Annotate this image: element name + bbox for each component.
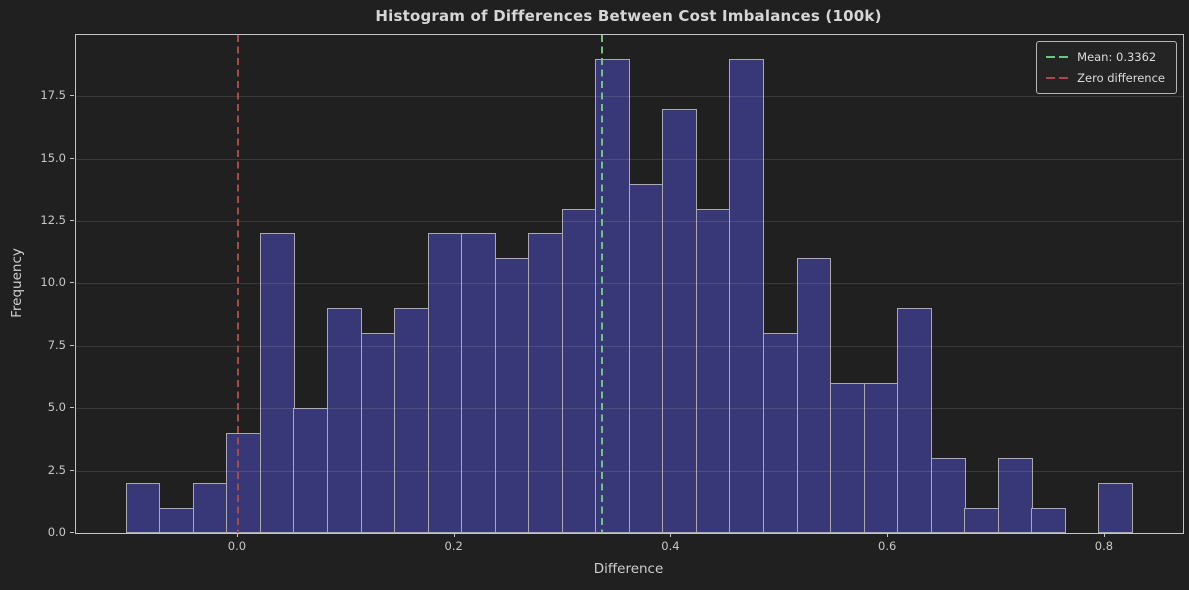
y-tick-label: 15.0 (40, 150, 66, 165)
histogram-bar (125, 483, 161, 533)
y-tick-mark (70, 219, 74, 221)
histogram-bar (695, 208, 731, 533)
y-tick-mark (70, 157, 74, 159)
x-tick-label: 0.2 (444, 539, 463, 553)
histogram-bar (561, 208, 597, 533)
histogram-bar (729, 58, 765, 533)
y-gridline (76, 470, 1183, 472)
x-axis-label: Difference (593, 561, 664, 577)
y-tick-mark (70, 95, 74, 97)
y-tick-mark (70, 407, 74, 409)
histogram-bar (293, 408, 329, 533)
y-tick-label: 5.0 (47, 400, 66, 415)
legend-item-mean: Mean: 0.3362 (1045, 49, 1165, 65)
histogram-bar (897, 308, 932, 533)
y-gridline (76, 283, 1183, 285)
zero-difference-vline (236, 35, 240, 533)
x-tick-mark (1103, 533, 1105, 537)
x-tick-mark (453, 533, 455, 537)
histogram-bar (427, 233, 463, 533)
legend: Mean: 0.3362 Zero difference (1035, 41, 1177, 94)
y-gridline (76, 345, 1183, 347)
histogram-bar (930, 458, 966, 533)
y-tick-mark (70, 344, 74, 346)
x-tick-label: 0.0 (227, 539, 247, 553)
mean-dash-icon (1045, 55, 1069, 59)
y-tick-mark (70, 469, 74, 471)
y-tick-label: 17.5 (40, 88, 66, 103)
x-tick-label: 0.4 (661, 539, 680, 553)
y-tick-mark (70, 532, 74, 533)
histogram-bar (1031, 508, 1067, 533)
x-tick-label: 0.6 (878, 539, 897, 553)
zero-dash-icon (1045, 76, 1069, 80)
mean-vline (601, 35, 604, 533)
histogram-bar (259, 233, 295, 533)
y-tick-label: 10.0 (40, 275, 66, 290)
x-tick-mark (887, 533, 889, 537)
histogram-bar (1098, 483, 1134, 533)
chart-title: Histogram of Differences Between Cost Im… (375, 7, 882, 25)
y-gridline (76, 220, 1183, 222)
histogram-bar (394, 308, 429, 533)
x-tick-mark (670, 533, 672, 537)
histogram-bar (461, 233, 496, 533)
legend-label-zero: Zero difference (1077, 71, 1165, 85)
histogram-bar (494, 258, 530, 533)
histogram-bar (763, 333, 798, 533)
y-gridline (76, 533, 1183, 534)
histogram-bar (628, 183, 664, 533)
histogram-bar (360, 333, 396, 533)
y-tick-mark (70, 282, 74, 284)
y-tick-label: 7.5 (47, 337, 66, 352)
x-tick-label: 0.8 (1094, 539, 1114, 553)
histogram-bar (964, 508, 1000, 533)
histogram-bar (192, 483, 228, 533)
histogram-bar (326, 308, 362, 533)
histogram-bar (159, 508, 194, 533)
y-gridline (76, 408, 1183, 410)
histogram-bar (796, 258, 832, 533)
y-tick-label: 2.5 (47, 462, 66, 477)
legend-item-zero: Zero difference (1045, 70, 1165, 86)
histogram-bar (997, 458, 1033, 533)
histogram-bar (830, 383, 865, 533)
histogram-bar (528, 233, 563, 533)
plot-area: Mean: 0.3362 Zero difference (75, 34, 1184, 534)
y-tick-label: 0.0 (47, 525, 66, 539)
histogram-bar (863, 383, 899, 533)
y-tick-label: 12.5 (40, 212, 66, 227)
y-gridline (76, 158, 1183, 160)
y-gridline (76, 96, 1183, 98)
histogram-bar (226, 433, 262, 533)
x-tick-mark (236, 533, 238, 537)
legend-label-mean: Mean: 0.3362 (1077, 50, 1157, 64)
histogram-bar (662, 108, 698, 533)
